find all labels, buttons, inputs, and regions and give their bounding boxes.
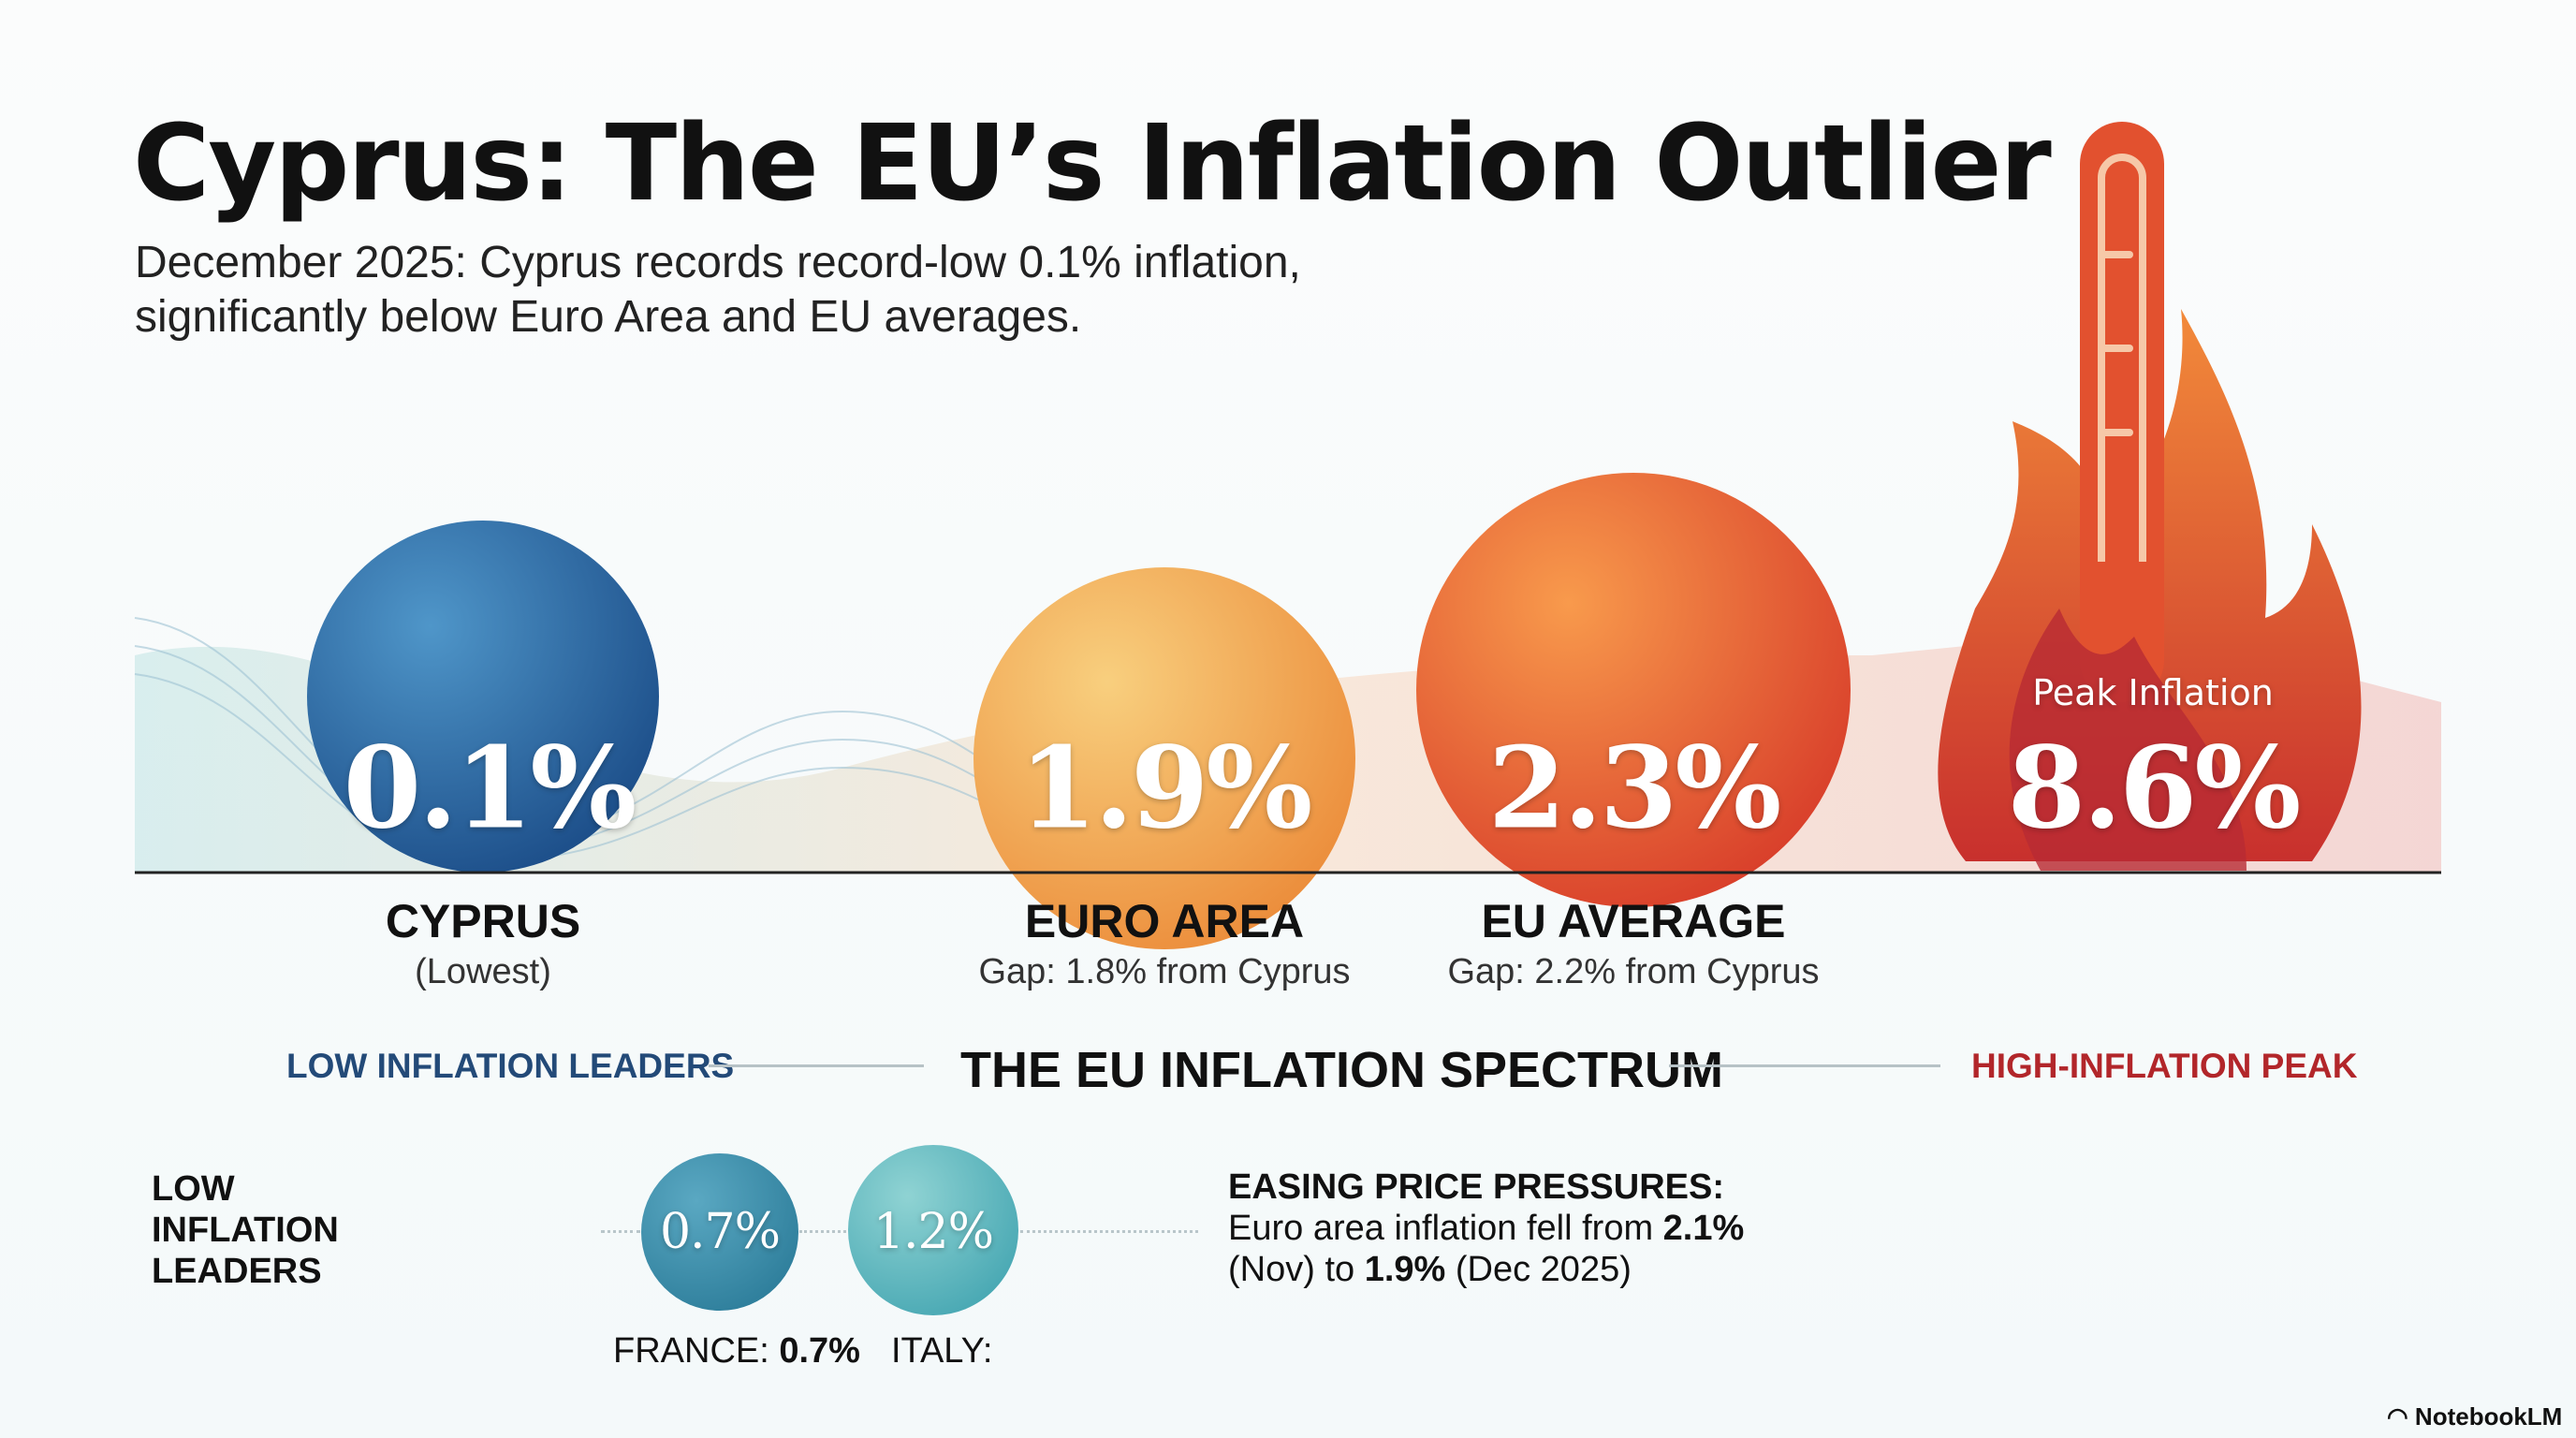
- peak-value: 8.6%: [2007, 722, 2302, 855]
- italy-value: 1.2%: [872, 1204, 994, 1260]
- eu-average-bubble: [1416, 473, 1851, 907]
- dotted-connector: [601, 1230, 640, 1233]
- euro-area-name: EURO AREA: [1024, 895, 1305, 947]
- france-label-text: FRANCE:: [613, 1331, 769, 1371]
- easing-to-value: 1.9%: [1364, 1250, 1446, 1289]
- dotted-connector: [799, 1230, 846, 1233]
- cyprus-note: (Lowest): [415, 952, 551, 991]
- eu-average-name: EU AVERAGE: [1481, 895, 1786, 947]
- spectrum-rule-left: [709, 1064, 924, 1067]
- brand-text: NotebookLM: [2414, 1402, 2563, 1431]
- italy-bubble: [848, 1145, 1018, 1315]
- france-value: 0.7%: [659, 1204, 781, 1260]
- easing-heading: EASING PRICE PRESSURES:: [1228, 1167, 1724, 1207]
- spectrum-rule-right: [1669, 1064, 1940, 1067]
- cyprus-value: 0.1%: [343, 722, 637, 855]
- euro-area-bubble: [973, 567, 1355, 949]
- peak-caption: Peak Inflation: [2032, 672, 2274, 713]
- easing-line-2a: (Nov) to: [1228, 1250, 1365, 1289]
- eu-average-label: EU AVERAGE Gap: 2.2% from Cyprus: [1447, 894, 1819, 992]
- subtitle-line-2: significantly below Euro Area and EU ave…: [135, 292, 1082, 342]
- france-label: FRANCE: 0.7%: [613, 1331, 860, 1372]
- wave-lines: [134, 617, 1031, 863]
- leaders-heading-1: LOW: [152, 1169, 235, 1209]
- subtitle-line-1: December 2025: Cyprus records record-low…: [135, 238, 1301, 287]
- cyprus-name: CYPRUS: [385, 895, 581, 947]
- notebooklm-brand: ◠ NotebookLM: [2387, 1402, 2562, 1431]
- page-title: Cyprus: The EU’s Inflation Outlier: [133, 103, 2052, 225]
- spectrum-right-label: HIGH-INFLATION PEAK: [1971, 1047, 2358, 1085]
- subtitle: December 2025: Cyprus records record-low…: [135, 236, 1301, 345]
- leaders-heading-3: LEADERS: [152, 1252, 322, 1291]
- euro-area-value: 1.9%: [1018, 722, 1313, 855]
- eu-average-note: Gap: 2.2% from Cyprus: [1447, 952, 1820, 991]
- cyprus-label: CYPRUS (Lowest): [386, 894, 580, 992]
- euro-area-note: Gap: 1.8% from Cyprus: [978, 952, 1351, 991]
- france-bubble: [641, 1153, 798, 1311]
- italy-label: ITALY:: [891, 1331, 993, 1371]
- easing-note: EASING PRICE PRESSURES: Euro area inflat…: [1228, 1167, 1744, 1290]
- leaders-heading-2: INFLATION: [152, 1211, 339, 1250]
- dotted-connector: [1020, 1230, 1198, 1233]
- spectrum-title: THE EU INFLATION SPECTRUM: [960, 1042, 1723, 1098]
- easing-line-2b: (Dec 2025): [1445, 1250, 1632, 1289]
- france-label-value: 0.7%: [779, 1331, 860, 1371]
- euro-area-label: EURO AREA Gap: 1.8% from Cyprus: [978, 894, 1350, 992]
- leaders-heading: LOW INFLATION LEADERS: [152, 1168, 339, 1292]
- flame-thermometer-icon: [1938, 122, 2362, 871]
- notebooklm-logo-icon: ◠: [2387, 1402, 2415, 1431]
- spectrum-left-label: LOW INFLATION LEADERS: [286, 1047, 735, 1085]
- cyprus-bubble: [307, 521, 659, 873]
- easing-from-value: 2.1%: [1662, 1209, 1745, 1248]
- easing-line-1: Euro area inflation fell from: [1228, 1209, 1663, 1248]
- eu-average-value: 2.3%: [1487, 722, 1782, 855]
